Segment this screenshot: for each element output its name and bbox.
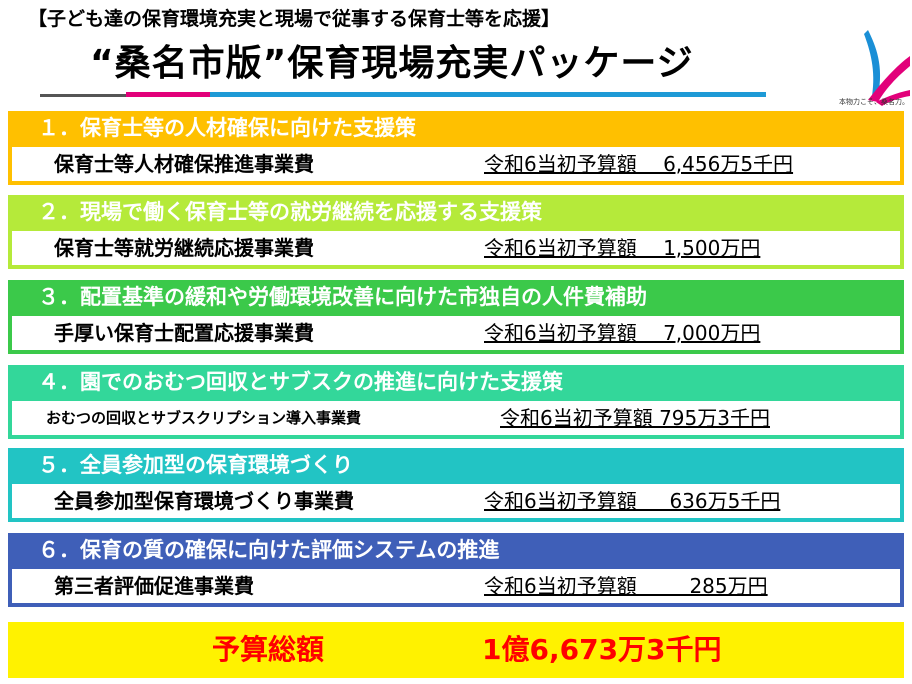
item-budget: 令和6当初予算額 285万円 [484, 574, 768, 598]
section-4: ４．園でのおむつ回収とサブスクの推進に向けた支援策 おむつの回収とサブスクリプシ… [8, 365, 904, 439]
section-heading: ５．全員参加型の保育環境づくり [38, 453, 353, 477]
header-subtitle: 【子ども達の保育環境充実と現場で従事する保育士等を応援】 [28, 8, 561, 30]
section-body: 全員参加型保育環境づくり事業費 令和6当初予算額 636万5千円 [12, 484, 900, 518]
item-budget: 令和6当初予算額 1,500万円 [484, 236, 761, 260]
section-heading: ２．現場で働く保育士等の就労継続を応援する支援策 [38, 200, 542, 224]
section-5: ５．全員参加型の保育環境づくり 全員参加型保育環境づくり事業費 令和6当初予算額… [8, 448, 904, 522]
page-title: “桑名市版”保育現場充実パッケージ [90, 43, 694, 84]
title-underline-blue [210, 92, 766, 97]
section-2: ２．現場で働く保育士等の就労継続を応援する支援策 保育士等就労継続応援事業費 令… [8, 195, 904, 269]
title-underline-dark [40, 94, 126, 97]
section-heading: ６．保育の質の確保に向けた評価システムの推進 [38, 538, 500, 562]
logo-caption: 本物力こそ、桑名力。 [839, 98, 909, 106]
item-budget: 令和6当初予算額 6,456万5千円 [484, 152, 794, 176]
item-name: おむつの回収とサブスクリプション導入事業費 [46, 409, 362, 427]
kuwana-logo-icon [838, 26, 912, 110]
section-6: ６．保育の質の確保に向けた評価システムの推進 第三者評価促進事業費 令和6当初予… [8, 533, 904, 607]
total-budget-box: 予算総額 1億6,673万3千円 [8, 622, 904, 678]
section-3: ３．配置基準の緩和や労働環境改善に向けた市独自の人件費補助 手厚い保育士配置応援… [8, 280, 904, 354]
total-value: 1億6,673万3千円 [482, 633, 722, 666]
section-heading: １．保育士等の人材確保に向けた支援策 [38, 116, 416, 140]
item-name: 手厚い保育士配置応援事業費 [54, 321, 314, 345]
section-body: 保育士等人材確保推進事業費 令和6当初予算額 6,456万5千円 [12, 147, 900, 181]
title-underline-pink [126, 92, 210, 97]
item-name: 全員参加型保育環境づくり事業費 [54, 489, 354, 513]
section-body: 手厚い保育士配置応援事業費 令和6当初予算額 7,000万円 [12, 316, 900, 350]
total-label: 予算総額 [212, 633, 325, 666]
section-1: １．保育士等の人材確保に向けた支援策 保育士等人材確保推進事業費 令和6当初予算… [8, 111, 904, 185]
total-inner: 予算総額 1億6,673万3千円 [12, 626, 900, 674]
item-name: 第三者評価促進事業費 [54, 574, 254, 598]
item-budget: 令和6当初予算額 636万5千円 [484, 489, 781, 513]
section-body: 保育士等就労継続応援事業費 令和6当初予算額 1,500万円 [12, 231, 900, 265]
section-body: 第三者評価促進事業費 令和6当初予算額 285万円 [12, 569, 900, 603]
section-heading: ４．園でのおむつ回収とサブスクの推進に向けた支援策 [38, 370, 563, 394]
item-name: 保育士等就労継続応援事業費 [54, 236, 314, 260]
item-budget: 令和6当初予算額 7,000万円 [484, 321, 761, 345]
section-body: おむつの回収とサブスクリプション導入事業費 令和6当初予算額 795万3千円 [12, 401, 900, 435]
section-heading: ３．配置基準の緩和や労働環境改善に向けた市独自の人件費補助 [38, 285, 647, 309]
item-budget: 令和6当初予算額 795万3千円 [500, 406, 770, 430]
item-name: 保育士等人材確保推進事業費 [54, 152, 314, 176]
